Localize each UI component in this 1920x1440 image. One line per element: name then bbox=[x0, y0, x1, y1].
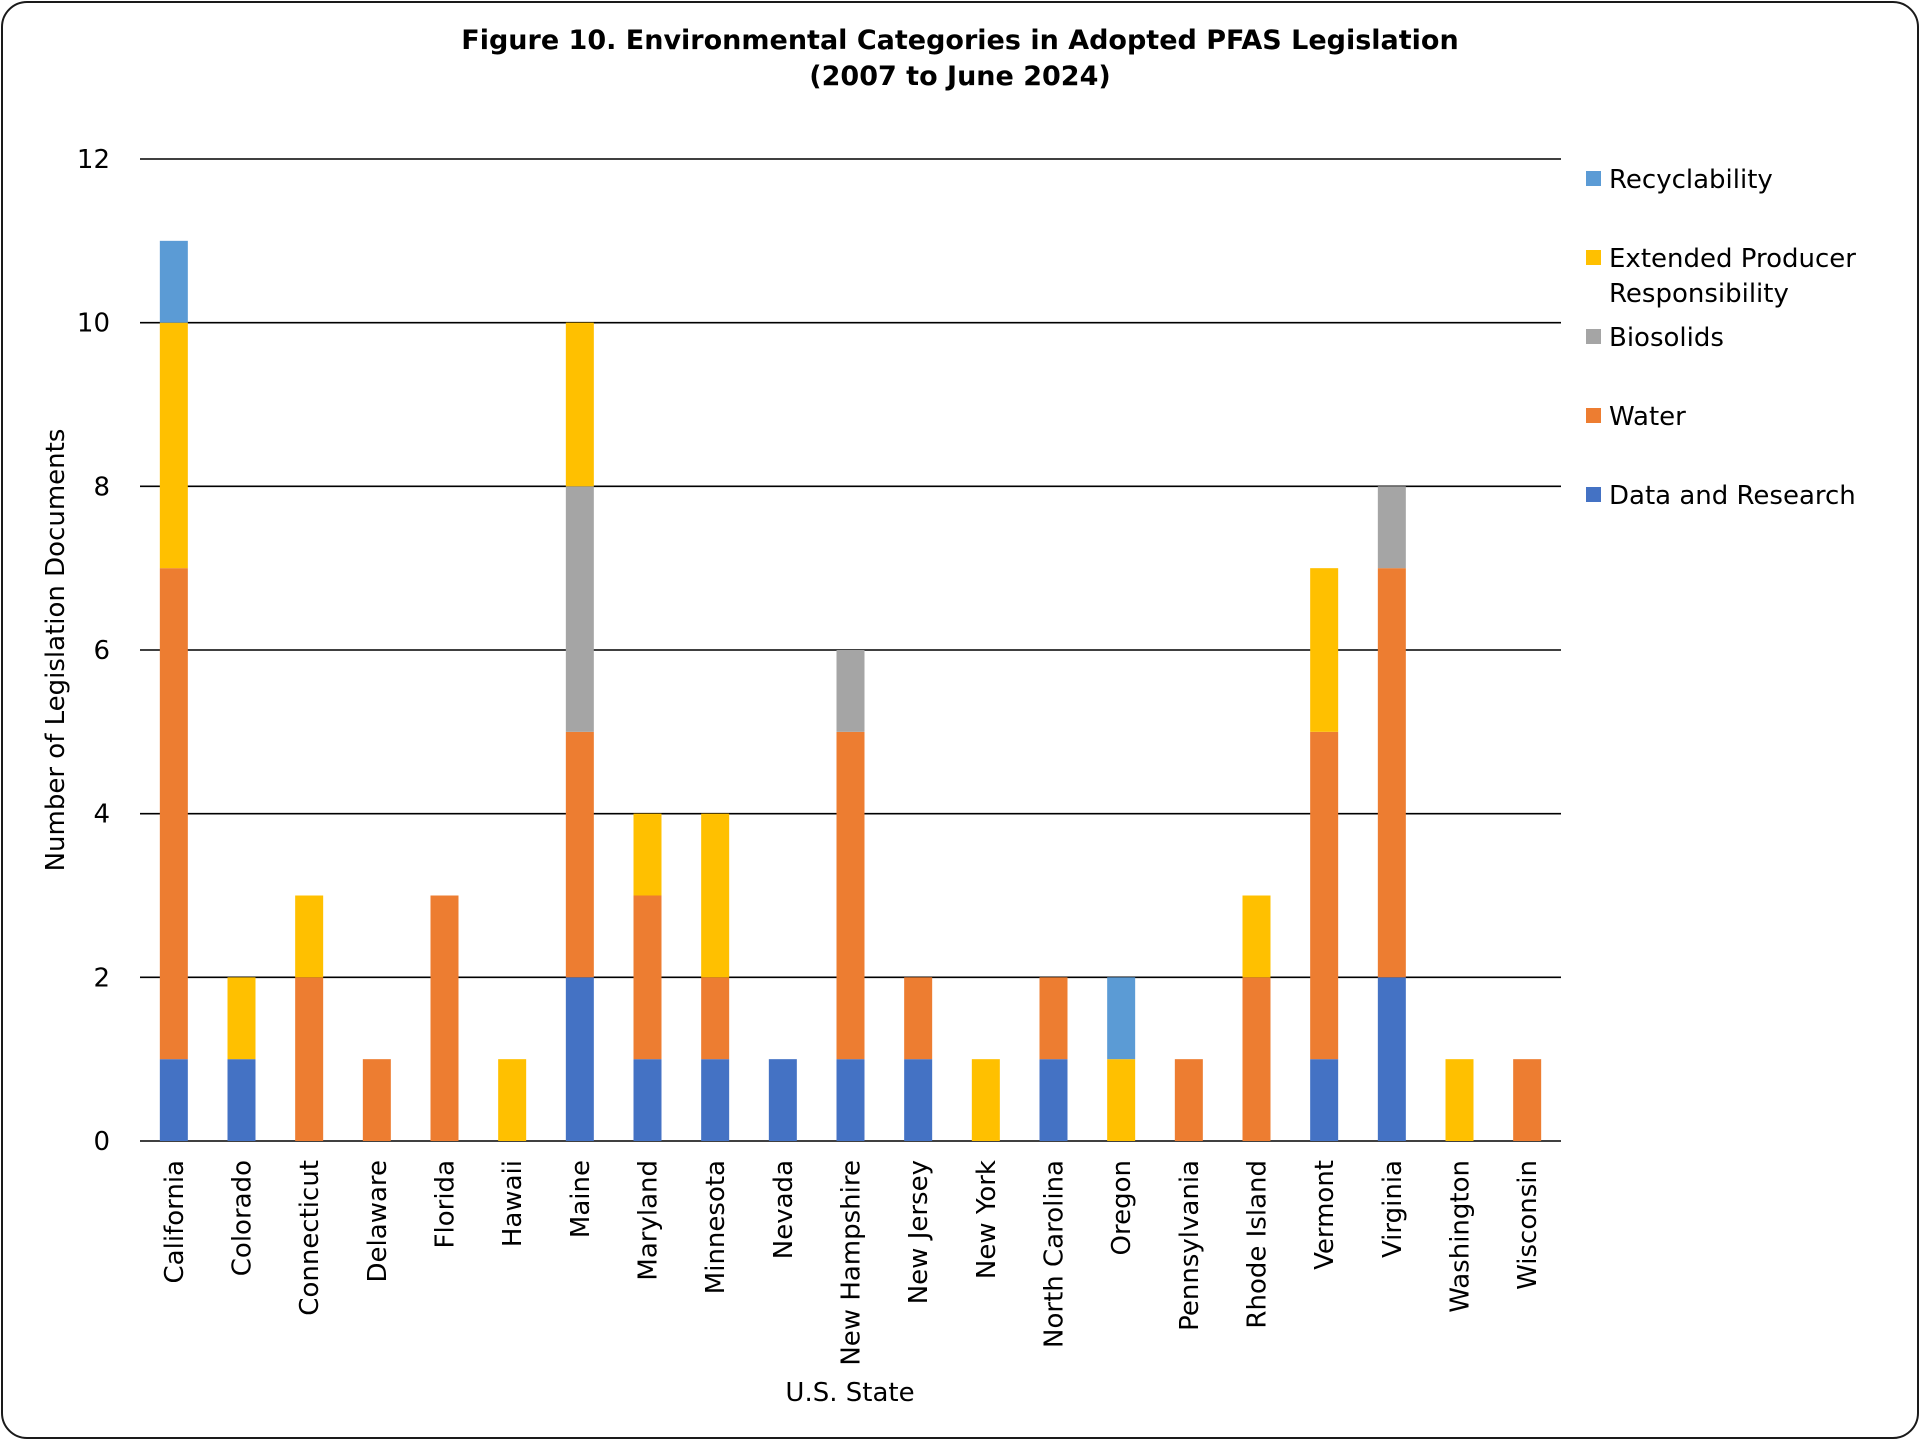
bar-segment bbox=[227, 977, 256, 1060]
x-tick-label: Virginia bbox=[1378, 1160, 1408, 1258]
x-tick-label: Wisconsin bbox=[1513, 1160, 1543, 1290]
legend-label: Water bbox=[1609, 402, 1686, 432]
legend-swatch bbox=[1586, 408, 1601, 423]
bar-segment bbox=[1107, 977, 1136, 1060]
legend-label: Biosolids bbox=[1609, 323, 1724, 353]
chart-title: Figure 10. Environmental Categories in A… bbox=[461, 25, 1458, 56]
x-tick-label: Maine bbox=[566, 1160, 596, 1238]
x-tick-label: Maryland bbox=[634, 1160, 664, 1281]
bar-segment bbox=[701, 977, 730, 1060]
bar-segment bbox=[701, 813, 730, 978]
bar-segment bbox=[971, 1059, 1000, 1141]
bar-segment bbox=[1377, 977, 1406, 1141]
x-tick-label: Delaware bbox=[363, 1160, 393, 1282]
bar-segment bbox=[1377, 486, 1406, 569]
bar-segment bbox=[633, 1059, 662, 1141]
bar-segment bbox=[159, 568, 188, 1060]
bar-segment bbox=[1445, 1059, 1474, 1141]
x-tick-label: Nevada bbox=[769, 1160, 799, 1259]
bar-segment bbox=[1310, 1059, 1339, 1141]
bar-segment bbox=[430, 895, 459, 1141]
legend-swatch bbox=[1586, 487, 1601, 502]
legend-swatch bbox=[1586, 329, 1601, 344]
y-tick-label: 8 bbox=[93, 472, 110, 502]
bar-segment bbox=[904, 977, 933, 1060]
x-tick-label: Washington bbox=[1446, 1160, 1476, 1313]
x-tick-label: Oregon bbox=[1107, 1160, 1137, 1255]
x-tick-label: New Hampshire bbox=[837, 1160, 867, 1366]
bar-segment bbox=[1242, 895, 1271, 978]
x-axis-ticks: California Colorado Connecticut Delaware Flo… bbox=[160, 1160, 1543, 1366]
legend-swatch bbox=[1586, 171, 1601, 186]
y-axis-label: Number of Legislation Documents bbox=[41, 429, 71, 872]
x-tick-label: Minnesota bbox=[701, 1160, 731, 1294]
x-tick-label: New York bbox=[972, 1160, 1002, 1279]
legend-label: Recyclability bbox=[1609, 165, 1773, 195]
bar-segment bbox=[1310, 568, 1339, 732]
bar-segment bbox=[565, 322, 594, 487]
bar-segment bbox=[1377, 568, 1406, 978]
y-tick-label: 12 bbox=[77, 145, 110, 175]
bar-segment bbox=[836, 1059, 865, 1141]
bar-segment bbox=[227, 1059, 256, 1141]
bar-segment bbox=[295, 977, 324, 1141]
legend-label: Extended Producer Responsibility bbox=[1609, 244, 1856, 309]
bars bbox=[159, 240, 1542, 1141]
bar-segment bbox=[633, 895, 662, 1060]
bar-segment bbox=[159, 322, 188, 569]
bar-segment bbox=[768, 1059, 797, 1141]
x-tick-label: Pennsylvania bbox=[1175, 1160, 1205, 1331]
y-tick-label: 0 bbox=[93, 1127, 110, 1157]
bar-segment bbox=[1513, 1059, 1542, 1141]
x-axis-label: U.S. State bbox=[785, 1378, 914, 1408]
bar-segment bbox=[1039, 1059, 1068, 1141]
bar-segment bbox=[362, 1059, 391, 1141]
y-axis-ticks: 0 2 4 6 8 10 12 bbox=[77, 145, 110, 1157]
bar-segment bbox=[1107, 1059, 1136, 1141]
bar-segment bbox=[836, 731, 865, 1060]
y-tick-label: 4 bbox=[93, 800, 110, 830]
bar-segment bbox=[565, 486, 594, 732]
bar-segment bbox=[565, 731, 594, 978]
x-tick-label: Connecticut bbox=[295, 1160, 325, 1316]
x-tick-label: California bbox=[160, 1160, 190, 1283]
bar-segment bbox=[701, 1059, 730, 1141]
legend-label: Data and Research bbox=[1609, 481, 1856, 511]
legend: Recyclability Extended Producer Responsibi… bbox=[1586, 165, 1856, 511]
bar-segment bbox=[498, 1059, 527, 1141]
bar-segment bbox=[1039, 977, 1068, 1060]
x-tick-label: North Carolina bbox=[1040, 1160, 1070, 1348]
x-tick-label: Rhode Island bbox=[1243, 1160, 1273, 1329]
bar-segment bbox=[633, 813, 662, 896]
legend-swatch bbox=[1586, 250, 1601, 265]
x-tick-label: Colorado bbox=[228, 1160, 258, 1276]
bar-segment bbox=[1310, 731, 1339, 1060]
bar-segment bbox=[295, 895, 324, 978]
x-tick-label: Hawaii bbox=[498, 1160, 528, 1247]
bar-segment bbox=[836, 650, 865, 732]
bar-segment bbox=[565, 977, 594, 1141]
bar-segment bbox=[1242, 977, 1271, 1141]
y-tick-label: 6 bbox=[93, 636, 110, 666]
bar-segment bbox=[159, 240, 188, 323]
bar-segment bbox=[159, 1059, 188, 1141]
bar-segment bbox=[904, 1059, 933, 1141]
y-tick-label: 10 bbox=[77, 309, 110, 339]
x-tick-label: Florida bbox=[431, 1160, 461, 1248]
chart-subtitle: (2007 to June 2024) bbox=[809, 61, 1110, 92]
x-tick-label: Vermont bbox=[1310, 1160, 1340, 1270]
x-tick-label: New Jersey bbox=[904, 1160, 934, 1304]
y-tick-label: 2 bbox=[93, 963, 110, 993]
bar-segment bbox=[1174, 1059, 1203, 1141]
